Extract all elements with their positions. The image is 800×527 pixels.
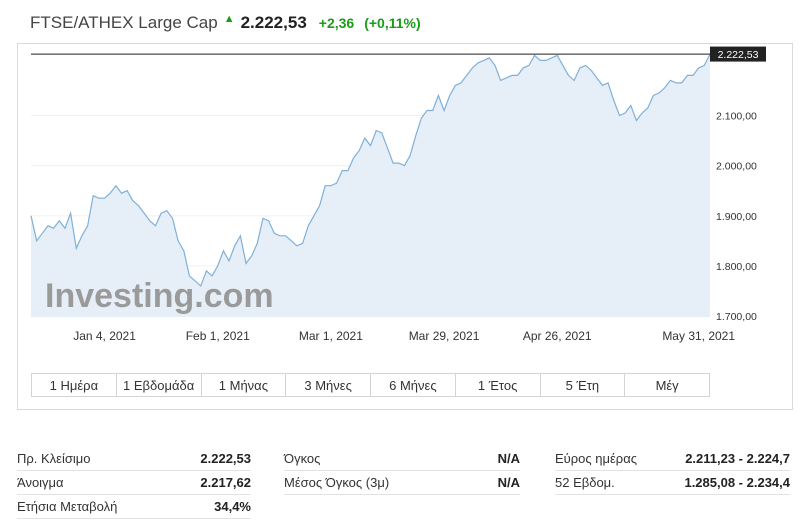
range-button[interactable]: 6 Μήνες (371, 374, 456, 396)
investing-watermark: Investing.com (45, 277, 274, 315)
x-tick-label: Feb 1, 2021 (186, 329, 250, 343)
y-tick-label: 2.100,00 (716, 111, 757, 123)
y-axis: 1.700,00 1.800,00 1.900,00 2.000,00 2.100,00 (716, 111, 757, 324)
x-tick-label: May 31, 2021 (662, 329, 735, 343)
stat-value: 34,4% (214, 499, 251, 514)
stat-label: Άνοιγμα (17, 475, 64, 490)
range-button[interactable]: 5 Έτη (541, 374, 626, 396)
price-change-percent: (+0,11%) (364, 15, 421, 31)
range-button[interactable]: 1 Ημέρα (32, 374, 117, 396)
stats-column-3: Εύρος ημέρας 2.211,23 - 2.224,7 52 Εβδομ. 1… (555, 447, 790, 495)
range-button[interactable]: 3 Μήνες (286, 374, 371, 396)
area-fill (31, 54, 710, 317)
instrument-title: FTSE/ATHEX Large Cap (30, 13, 218, 32)
x-tick-label: Apr 26, 2021 (523, 329, 592, 343)
stat-row: 52 Εβδομ. 1.285,08 - 2.234,4 (555, 471, 790, 495)
price-chart[interactable]: Investing.com 1.700,00 1.800,00 1.900,00 2.… (0, 0, 800, 420)
stat-row: Πρ. Κλείσιμο 2.222,53 (17, 447, 251, 471)
range-button[interactable]: 1 Έτος (456, 374, 541, 396)
stat-label: Μέσος Όγκος (3μ) (284, 475, 390, 490)
stat-value: N/A (497, 475, 520, 490)
stat-value: 2.211,23 - 2.224,7 (685, 451, 790, 466)
stat-row: Μέσος Όγκος (3μ) N/A (284, 471, 520, 495)
stats-column-1: Πρ. Κλείσιμο 2.222,53 Άνοιγμα 2.217,62 Ετήσι… (17, 447, 251, 519)
stat-label: Εύρος ημέρας (555, 451, 637, 466)
last-price: 2.222,53 (240, 13, 307, 32)
y-tick-label: 1.800,00 (716, 261, 757, 273)
instrument-header: FTSE/ATHEX Large Cap ▲ 2.222,53 +2,36 (+… (30, 10, 421, 36)
y-tick-label: 2.000,00 (716, 161, 757, 173)
up-arrow-icon: ▲ (223, 13, 235, 25)
stat-label: Ετήσια Μεταβολή (17, 499, 118, 514)
stat-row: Όγκος N/A (284, 447, 520, 471)
y-tick-label: 1.700,00 (716, 311, 757, 323)
stat-label: 52 Εβδομ. (555, 475, 615, 490)
price-change: +2,36 (318, 15, 355, 31)
stat-value: N/A (497, 451, 520, 466)
range-button[interactable]: Μέγ (655, 377, 679, 393)
stat-value: 2.222,53 (200, 451, 251, 466)
y-tick-label: 1.900,00 (716, 211, 757, 223)
time-range-selector: 1 Ημέρα 1 Εβδομάδα 1 Μήνας 3 Μήνες 6 Μήνες 1 … (31, 373, 710, 397)
stat-row: Εύρος ημέρας 2.211,23 - 2.224,7 (555, 447, 790, 471)
x-tick-label: Jan 4, 2021 (73, 329, 136, 343)
stat-label: Πρ. Κλείσιμο (17, 451, 91, 466)
stat-value: 2.217,62 (200, 475, 251, 490)
x-tick-label: Mar 29, 2021 (409, 329, 480, 343)
price-line (30, 53, 711, 287)
stat-value: 1.285,08 - 2.234,4 (684, 475, 790, 490)
last-price-marker (710, 46, 766, 62)
stat-row: Ετήσια Μεταβολή 34,4% (17, 495, 251, 519)
last-price-label: 2.222,53 (718, 49, 759, 61)
range-button[interactable]: 1 Εβδομάδα (117, 374, 202, 396)
x-tick-label: Mar 1, 2021 (299, 329, 363, 343)
range-button[interactable]: 1 Μήνας (202, 374, 287, 396)
stat-label: Όγκος (284, 451, 321, 466)
chart-container (17, 43, 793, 410)
x-axis: Jan 4, 2021 Feb 1, 2021 Mar 1, 2021 Mar 29,… (73, 329, 735, 343)
stat-row: Άνοιγμα 2.217,62 (17, 471, 251, 495)
stats-column-2: Όγκος N/A Μέσος Όγκος (3μ) N/A (284, 447, 520, 495)
